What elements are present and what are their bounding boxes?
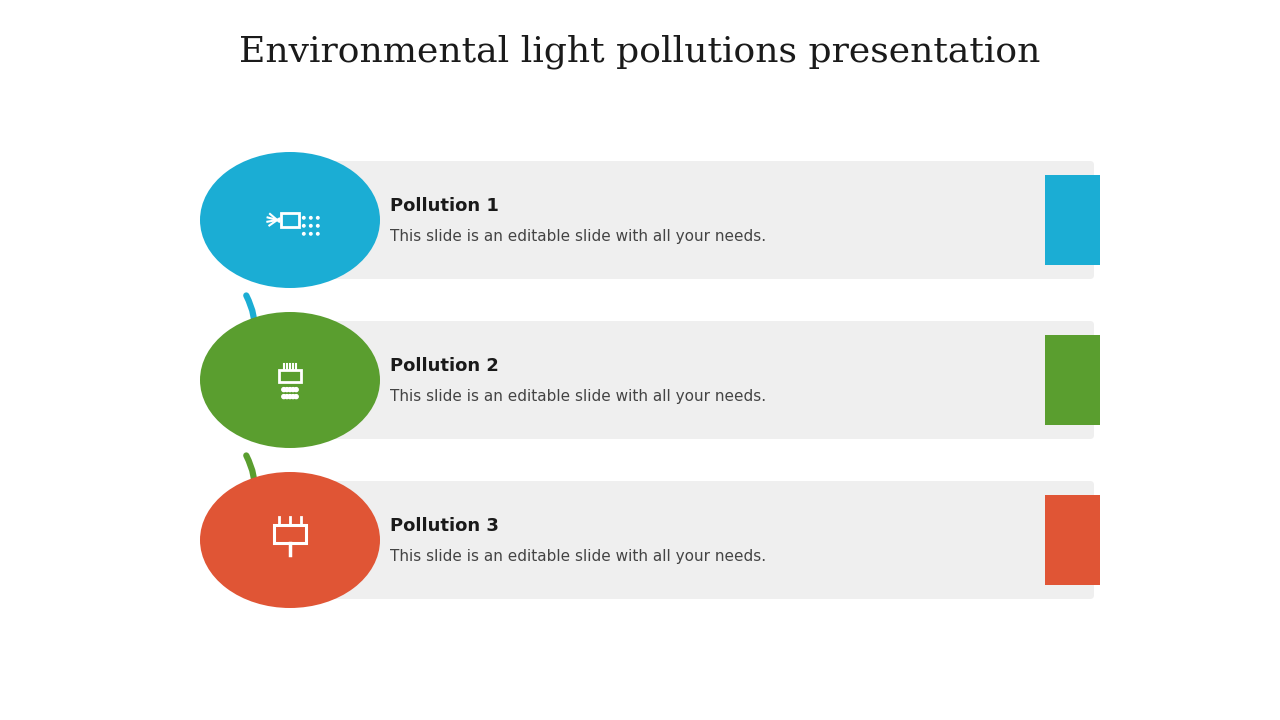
Ellipse shape bbox=[220, 327, 360, 433]
Bar bbox=[279, 370, 301, 382]
Ellipse shape bbox=[200, 152, 380, 288]
Text: Pollution 1: Pollution 1 bbox=[390, 197, 499, 215]
FancyBboxPatch shape bbox=[285, 321, 1094, 439]
Bar bbox=[282, 213, 298, 228]
Ellipse shape bbox=[200, 312, 380, 448]
Text: Environmental light pollutions presentation: Environmental light pollutions presentat… bbox=[239, 35, 1041, 69]
FancyBboxPatch shape bbox=[285, 481, 1094, 599]
Circle shape bbox=[310, 233, 312, 235]
Circle shape bbox=[282, 395, 285, 399]
Ellipse shape bbox=[220, 167, 360, 273]
Bar bbox=[274, 525, 306, 543]
Bar bbox=[1044, 335, 1100, 425]
Circle shape bbox=[302, 233, 305, 235]
Text: Pollution 3: Pollution 3 bbox=[390, 517, 499, 535]
Bar bbox=[1044, 175, 1100, 265]
Circle shape bbox=[294, 395, 298, 399]
Circle shape bbox=[316, 217, 319, 219]
Text: This slide is an editable slide with all your needs.: This slide is an editable slide with all… bbox=[390, 549, 767, 564]
Circle shape bbox=[316, 233, 319, 235]
Circle shape bbox=[291, 387, 296, 392]
Circle shape bbox=[285, 387, 289, 392]
Circle shape bbox=[316, 225, 319, 227]
Ellipse shape bbox=[200, 472, 380, 608]
Circle shape bbox=[310, 225, 312, 227]
Circle shape bbox=[288, 395, 292, 399]
Bar bbox=[1044, 495, 1100, 585]
Text: Pollution 2: Pollution 2 bbox=[390, 357, 499, 375]
Circle shape bbox=[310, 217, 312, 219]
Circle shape bbox=[282, 387, 285, 392]
FancyBboxPatch shape bbox=[285, 161, 1094, 279]
Ellipse shape bbox=[220, 487, 360, 593]
Circle shape bbox=[288, 387, 292, 392]
Circle shape bbox=[302, 225, 305, 227]
Circle shape bbox=[302, 217, 305, 219]
Text: This slide is an editable slide with all your needs.: This slide is an editable slide with all… bbox=[390, 389, 767, 403]
Circle shape bbox=[291, 395, 296, 399]
Circle shape bbox=[294, 387, 298, 392]
Text: This slide is an editable slide with all your needs.: This slide is an editable slide with all… bbox=[390, 228, 767, 243]
Circle shape bbox=[285, 395, 289, 399]
